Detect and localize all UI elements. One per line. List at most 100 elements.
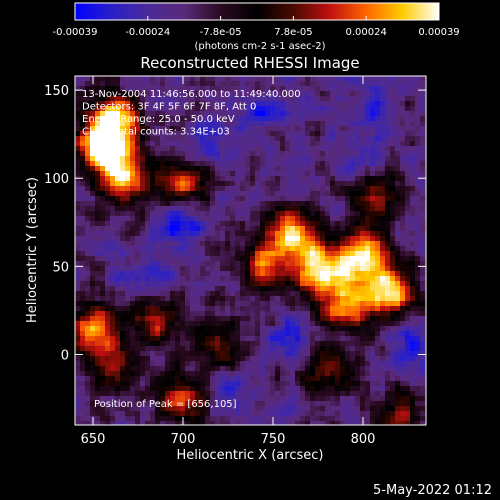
heatmap-pixel	[360, 281, 365, 286]
heatmap-pixel	[155, 406, 160, 411]
heatmap-pixel	[305, 276, 310, 281]
heatmap-pixel	[420, 336, 425, 341]
heatmap-pixel	[250, 386, 255, 391]
heatmap-pixel	[345, 376, 350, 381]
heatmap-pixel	[405, 301, 410, 306]
heatmap-pixel	[345, 221, 350, 226]
heatmap-pixel	[125, 201, 130, 206]
heatmap-pixel	[260, 236, 265, 241]
heatmap-pixel	[120, 116, 125, 121]
heatmap-pixel	[390, 356, 395, 361]
heatmap-pixel	[185, 381, 190, 386]
heatmap-pixel	[405, 336, 410, 341]
heatmap-pixel	[205, 381, 210, 386]
heatmap-pixel	[100, 246, 105, 251]
heatmap-pixel	[360, 316, 365, 321]
heatmap-pixel	[155, 356, 160, 361]
heatmap-pixel	[380, 246, 385, 251]
heatmap-pixel	[140, 131, 145, 136]
heatmap-pixel	[235, 226, 240, 231]
heatmap-pixel	[350, 421, 355, 425]
heatmap-pixel	[135, 321, 140, 326]
heatmap-pixel	[145, 91, 150, 96]
heatmap-pixel	[205, 406, 210, 411]
heatmap-pixel	[390, 241, 395, 246]
heatmap-pixel	[295, 121, 300, 126]
heatmap-pixel	[290, 276, 295, 281]
heatmap-pixel	[115, 161, 120, 166]
heatmap-pixel	[100, 296, 105, 301]
heatmap-pixel	[135, 171, 140, 176]
heatmap-pixel	[420, 241, 425, 246]
heatmap-pixel	[320, 161, 325, 166]
heatmap-pixel	[215, 391, 220, 396]
heatmap-pixel	[325, 211, 330, 216]
heatmap-pixel	[360, 246, 365, 251]
heatmap-pixel	[350, 271, 355, 276]
heatmap-pixel	[190, 136, 195, 141]
heatmap-pixel	[240, 406, 245, 411]
heatmap-pixel	[140, 331, 145, 336]
heatmap-pixel	[340, 96, 345, 101]
heatmap-pixel	[325, 226, 330, 231]
heatmap-pixel	[230, 321, 235, 326]
heatmap-pixel	[310, 361, 315, 366]
heatmap-pixel	[95, 196, 100, 201]
heatmap-pixel	[230, 76, 235, 81]
heatmap-pixel	[255, 291, 260, 296]
heatmap-pixel	[200, 191, 205, 196]
heatmap-pixel	[405, 156, 410, 161]
heatmap-pixel	[85, 261, 90, 266]
heatmap-pixel	[305, 176, 310, 181]
heatmap-pixel	[205, 156, 210, 161]
heatmap-pixel	[110, 406, 115, 411]
heatmap-pixel	[185, 186, 190, 191]
heatmap-pixel	[215, 76, 220, 81]
heatmap-pixel	[250, 371, 255, 376]
heatmap-pixel	[385, 276, 390, 281]
heatmap-pixel	[400, 391, 405, 396]
heatmap-pixel	[135, 151, 140, 156]
heatmap-pixel	[255, 376, 260, 381]
heatmap-pixel	[385, 271, 390, 276]
heatmap-pixel	[285, 391, 290, 396]
heatmap-pixel	[390, 81, 395, 86]
heatmap-pixel	[345, 291, 350, 296]
heatmap-pixel	[150, 331, 155, 336]
heatmap-pixel	[330, 106, 335, 111]
heatmap-pixel	[260, 281, 265, 286]
heatmap-pixel	[115, 171, 120, 176]
heatmap-pixel	[315, 151, 320, 156]
heatmap-pixel	[160, 191, 165, 196]
heatmap-pixel	[400, 186, 405, 191]
heatmap-pixel	[295, 111, 300, 116]
heatmap-pixel	[395, 221, 400, 226]
heatmap-pixel	[250, 261, 255, 266]
heatmap-pixel	[380, 276, 385, 281]
heatmap-pixel	[275, 416, 280, 421]
heatmap-pixel	[230, 176, 235, 181]
heatmap-pixel	[310, 376, 315, 381]
heatmap-pixel	[300, 156, 305, 161]
heatmap-pixel	[135, 101, 140, 106]
heatmap-pixel	[390, 366, 395, 371]
heatmap-pixel	[410, 146, 415, 151]
heatmap-pixel	[145, 346, 150, 351]
heatmap-pixel	[360, 171, 365, 176]
heatmap-pixel	[235, 396, 240, 401]
heatmap-pixel	[195, 386, 200, 391]
heatmap-pixel	[110, 131, 115, 136]
heatmap-pixel	[270, 91, 275, 96]
heatmap-pixel	[345, 296, 350, 301]
heatmap-pixel	[210, 306, 215, 311]
heatmap-pixel	[120, 131, 125, 136]
heatmap-pixel	[180, 351, 185, 356]
heatmap-pixel	[330, 241, 335, 246]
heatmap-pixel	[200, 176, 205, 181]
heatmap-pixel	[260, 171, 265, 176]
heatmap-pixel	[190, 316, 195, 321]
heatmap-pixel	[325, 201, 330, 206]
heatmap-pixel	[375, 166, 380, 171]
heatmap-pixel	[250, 326, 255, 331]
heatmap-pixel	[165, 171, 170, 176]
